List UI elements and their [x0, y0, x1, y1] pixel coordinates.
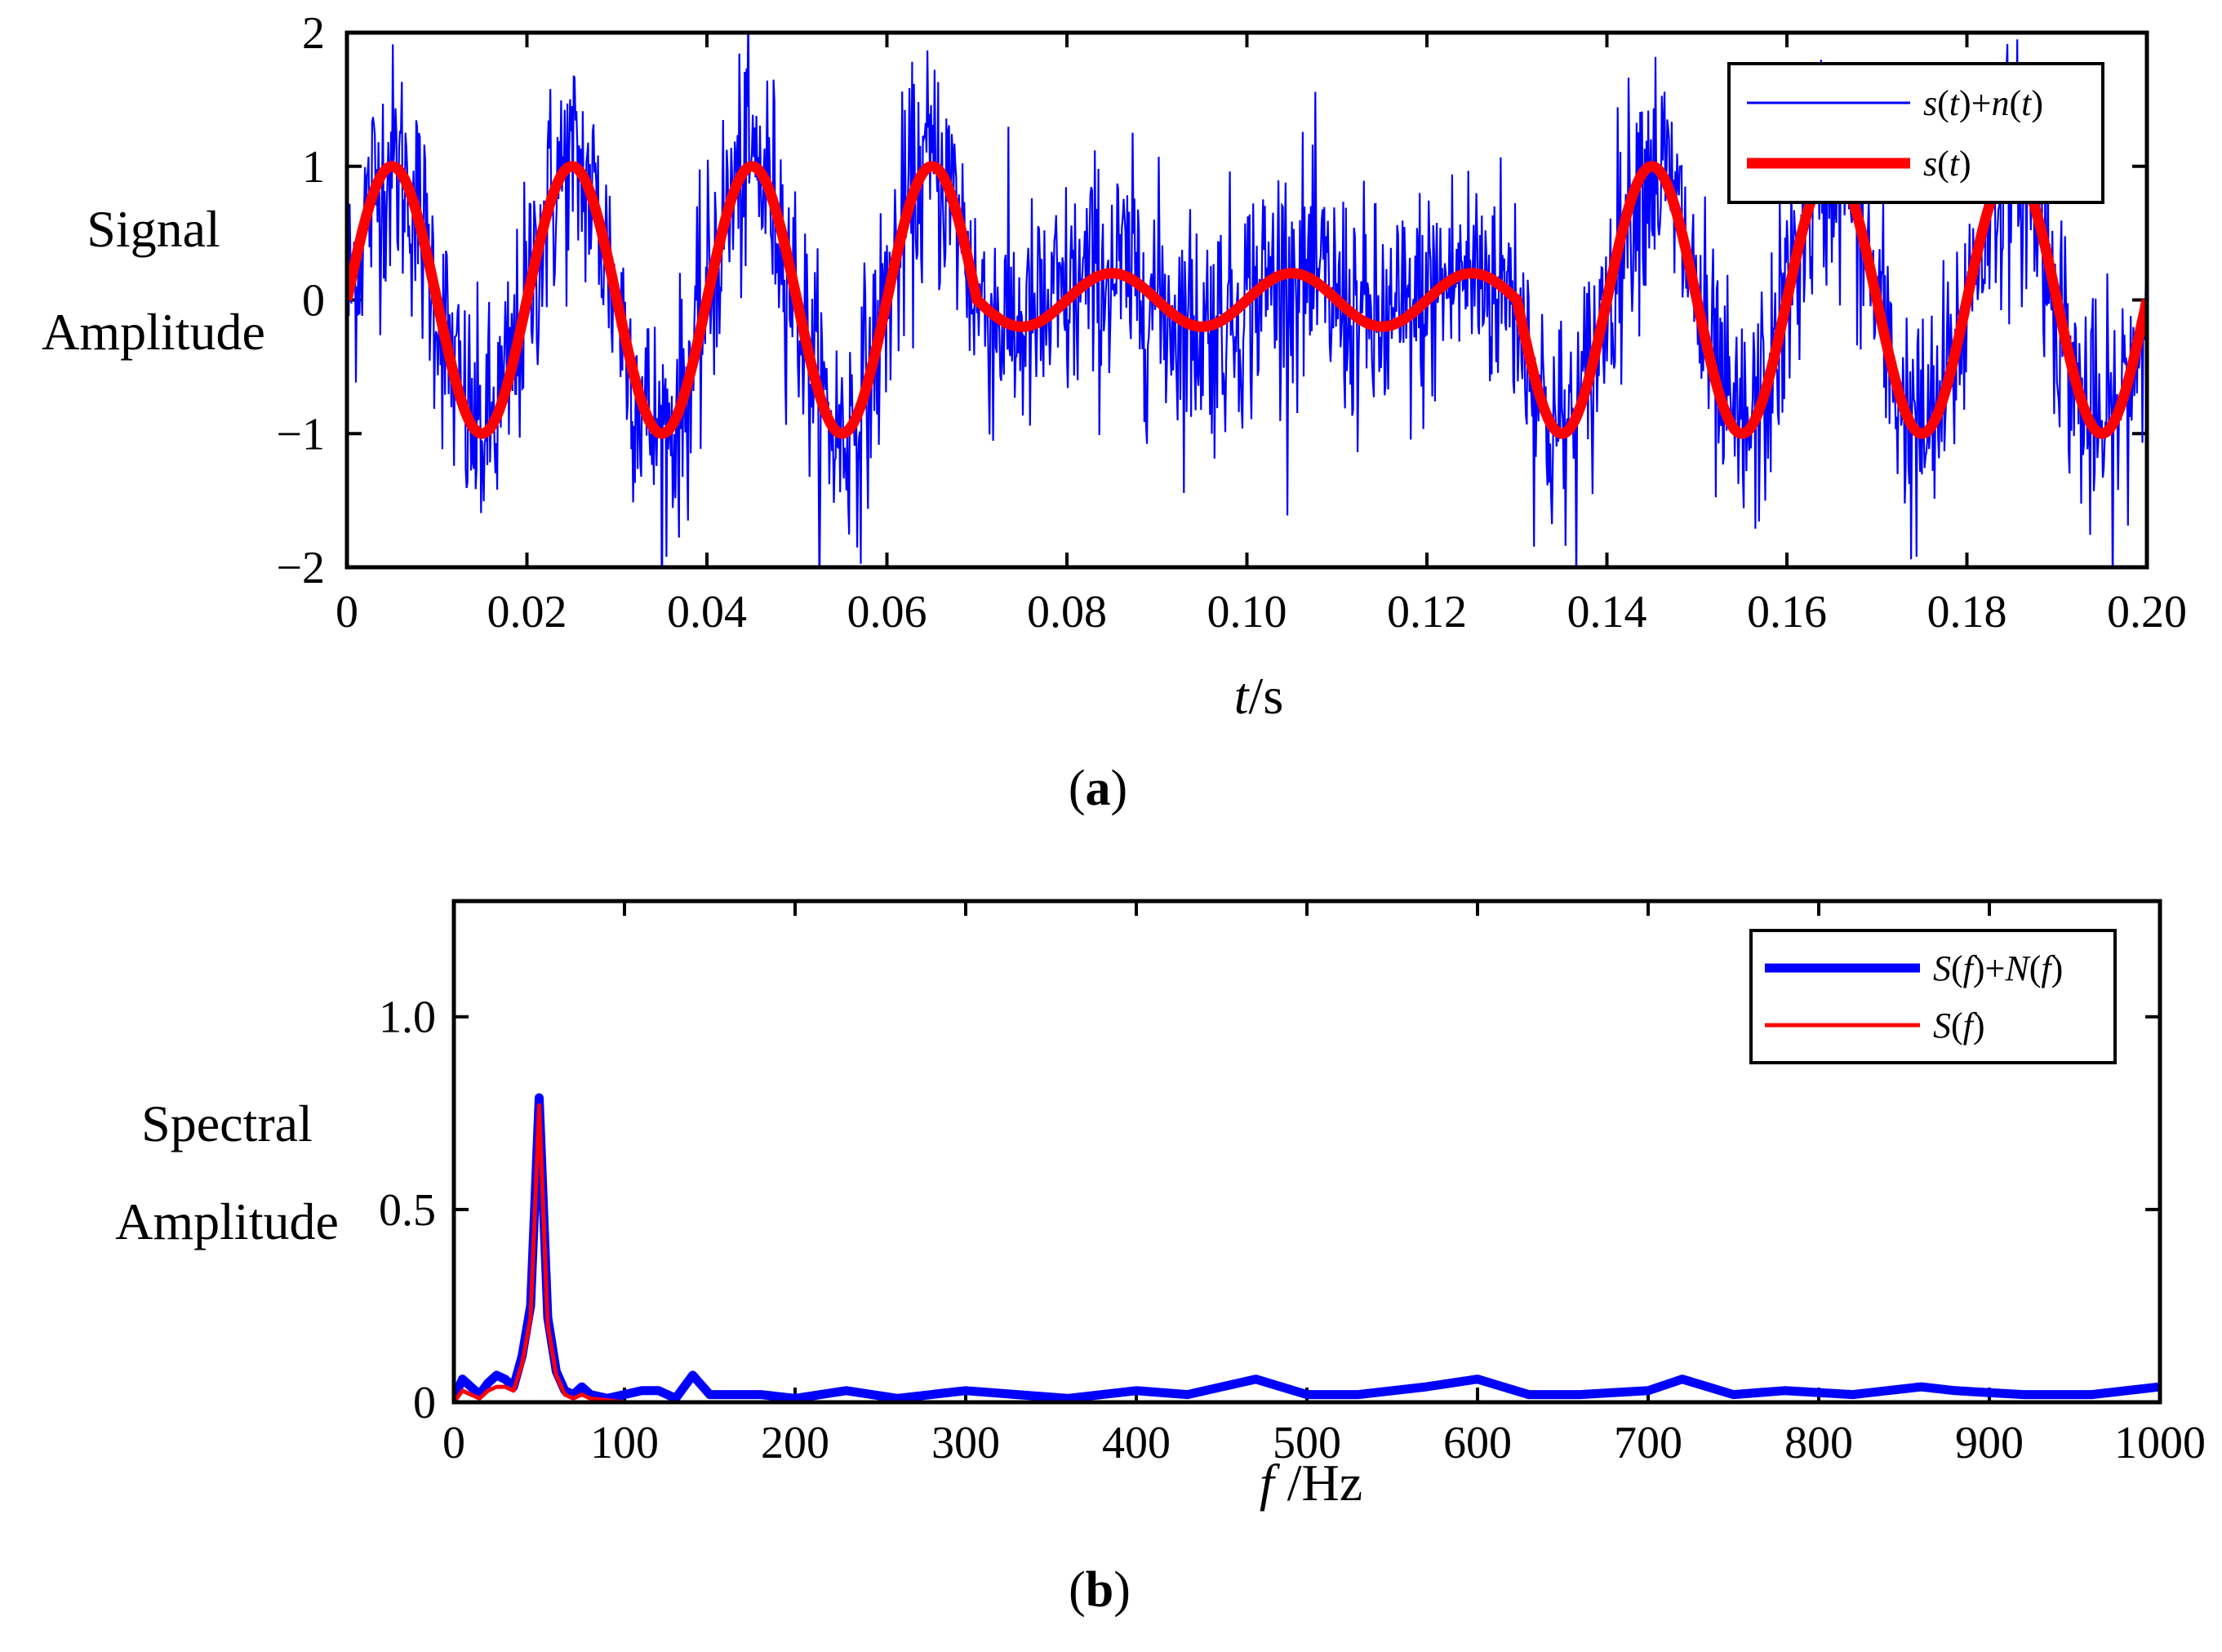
- legend-label-part: )+: [1959, 83, 1991, 123]
- panel-b-xlabel-unit: /Hz: [1274, 1454, 1362, 1512]
- legend-label-part: t: [2021, 83, 2033, 123]
- panel-a-xtick-label: 0.14: [1567, 587, 1647, 637]
- panel-a-time-signal: Signal Amplitude −2 −1 0 1 2 0 0.02 0.04 0.06 0.…: [42, 8, 2187, 816]
- series-line-clean-spectrum: [454, 1103, 2160, 1402]
- panel-a-xtick-label: 0.10: [1207, 587, 1287, 637]
- panel-b-legend-box: [1749, 929, 2117, 1064]
- legend-label-part: (: [2029, 948, 2042, 988]
- panel-a-ytick-label: 2: [302, 8, 325, 59]
- panel-a-xtick-label: 0.08: [1027, 587, 1107, 637]
- legend-label-noisy-signal: s(t)+n(t): [1923, 83, 2043, 123]
- panel-a-xtick-label: 0.18: [1927, 587, 2007, 637]
- panel-b-caption: (b): [1069, 1562, 1131, 1618]
- panel-b-xtick-label: 0: [442, 1418, 465, 1468]
- legend-label-part: s: [1923, 83, 1937, 123]
- panel-a-xlabel-var: t: [1234, 667, 1251, 725]
- legend-label-part: t: [1949, 144, 1961, 184]
- legend-label-part: (: [1951, 948, 1963, 988]
- panel-b-axes-frame: [451, 899, 2162, 1405]
- panel-b-xtick-label: 200: [761, 1418, 829, 1468]
- legend-label-part: (: [2009, 83, 2021, 123]
- legend-label-part: S: [1933, 1006, 1951, 1046]
- panel-a-xlabel-unit: /s: [1249, 667, 1284, 725]
- panel-b-ylabel-line2: Amplitude: [115, 1192, 339, 1250]
- panel-b-spectrum: Spectral Amplitude 0 0.5 1.0 0 100 200 300 400…: [115, 899, 2206, 1618]
- panel-b-xtick-label: 900: [1955, 1418, 2024, 1468]
- panel-b-xtick-label: 100: [590, 1418, 659, 1468]
- panel-a-xtick-label: 0.02: [487, 587, 567, 637]
- legend-label-part: t: [1949, 83, 1961, 123]
- legend-label-part: s: [1923, 144, 1937, 184]
- panel-a-ylabel-line1: Signal: [87, 200, 220, 258]
- panel-a-ytick-label: −2: [276, 543, 325, 593]
- panel-b-xtick-label: 400: [1102, 1418, 1171, 1468]
- panel-b-xtick-label: 600: [1443, 1418, 1512, 1468]
- panel-b-ytick-label: 1.0: [379, 993, 436, 1043]
- panel-a-yticks: −2 −1 0 1 2: [276, 8, 2147, 593]
- panel-a-ytick-label: −1: [276, 409, 325, 460]
- panel-b-caption-letter: b: [1086, 1562, 1113, 1618]
- panel-a-xtick-label: 0: [336, 587, 358, 637]
- panel-a-xticks: 0 0.02 0.04 0.06 0.08 0.10 0.12 0.14 0.16 0.18 0.2…: [336, 33, 2187, 637]
- panel-b-ylabel-line1: Spectral: [141, 1095, 313, 1152]
- legend-label-part: S: [1933, 948, 1951, 988]
- panel-b-yticks: 0 0.5 1.0: [379, 993, 2160, 1428]
- panel-a-legend: s(t)+n(t) s(t): [1727, 62, 2104, 204]
- panel-a-ylabel-line2: Amplitude: [42, 303, 265, 361]
- legend-label-part: ): [1959, 144, 1971, 184]
- panel-b-xtick-label: 700: [1614, 1418, 1682, 1468]
- panel-a-xlabel: t/s: [1234, 667, 1283, 725]
- legend-label-part: (: [1937, 83, 1949, 123]
- panel-b-xtick-label: 300: [931, 1418, 1000, 1468]
- panel-b-xtick-label: 800: [1784, 1418, 1853, 1468]
- legend-label-part: (: [1951, 1006, 1963, 1046]
- legend-label-part: ): [1973, 1006, 1985, 1046]
- panel-a-caption: (a): [1069, 761, 1127, 816]
- legend-label-part: n: [1991, 83, 2009, 123]
- panel-b-legend: S(f)+N(f) S(f): [1749, 929, 2117, 1064]
- legend-label-noisy-spectrum: S(f)+N(f): [1933, 948, 2063, 988]
- panel-a-xtick-label: 0.04: [667, 587, 747, 637]
- legend-label-part: N: [2004, 948, 2031, 988]
- series-line-noisy-spectrum: [454, 1093, 2160, 1402]
- panel-b-xtick-label: 500: [1273, 1418, 1341, 1468]
- panel-a-ytick-label: 1: [302, 142, 325, 193]
- legend-label-clean-spectrum: S(f): [1933, 1006, 1985, 1046]
- panel-a-xtick-label: 0.06: [847, 587, 927, 637]
- panel-a-axes-frame: [344, 30, 2149, 570]
- panel-a-xtick-label: 0.12: [1387, 587, 1467, 637]
- legend-label-part: (: [1937, 144, 1949, 184]
- panel-a-xtick-label: 0.16: [1747, 587, 1827, 637]
- series-line-clean-signal: [347, 161, 2147, 439]
- panel-a-xtick-label: 0.20: [2107, 587, 2187, 637]
- legend-label-part: )+: [1973, 948, 2005, 988]
- panel-a-caption-letter: a: [1086, 761, 1111, 816]
- legend-label-clean-signal: s(t): [1923, 144, 1971, 184]
- legend-label-part: ): [2051, 948, 2064, 988]
- panel-a-legend-box: [1727, 62, 2104, 204]
- panel-b-ytick-label: 0: [413, 1378, 436, 1428]
- panel-b-xlabel: f /Hz: [1260, 1454, 1362, 1512]
- panel-b-ytick-label: 0.5: [379, 1185, 436, 1236]
- legend-label-part: ): [2031, 83, 2043, 123]
- panel-b-xtick-label: 1000: [2114, 1418, 2206, 1468]
- panel-b-xticks: 0 100 200 300 400 500 600 700 800 900 1000: [442, 901, 2206, 1468]
- panel-a-ytick-label: 0: [302, 276, 325, 326]
